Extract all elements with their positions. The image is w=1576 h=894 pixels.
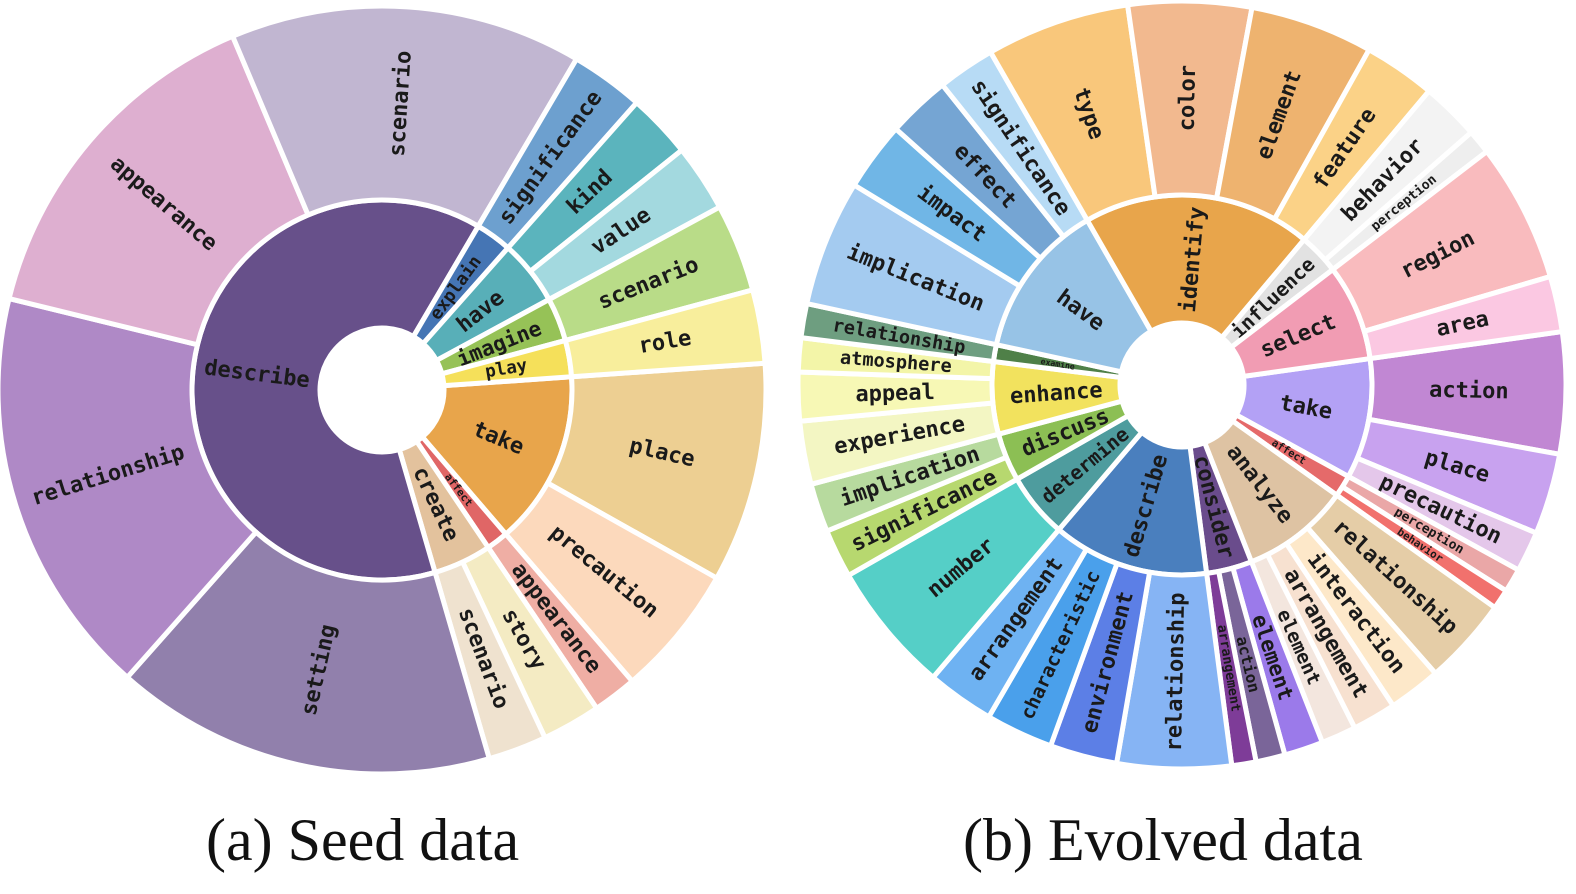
sunburst-seed-data: take placeprecautionaffectappearancecreat… — [0, 3, 769, 777]
seed-describe-relationship-segment — [0, 296, 259, 680]
seed-describe-setting-segment — [124, 529, 492, 777]
sunburst-evolved-data: take actionplaceprecautionaffectperceptio… — [795, 0, 1569, 772]
seed-describe-appearance-segment — [6, 33, 311, 348]
seed-describe-scenario-segment — [230, 3, 580, 229]
evolved-select-area-segment — [1361, 273, 1565, 362]
evolved-identify-color-label: color — [1175, 65, 1201, 132]
caption-evolved-data: (b) Evolved data — [963, 807, 1363, 873]
caption-seed-data: (a) Seed data — [206, 807, 520, 873]
seed-play-role-segment — [562, 287, 768, 380]
evolved-enhance-appeal-label: appeal — [855, 380, 935, 407]
evolved-describe-relationship-label: relationship — [1162, 592, 1190, 751]
evolved-take-action-label: action — [1429, 378, 1509, 405]
